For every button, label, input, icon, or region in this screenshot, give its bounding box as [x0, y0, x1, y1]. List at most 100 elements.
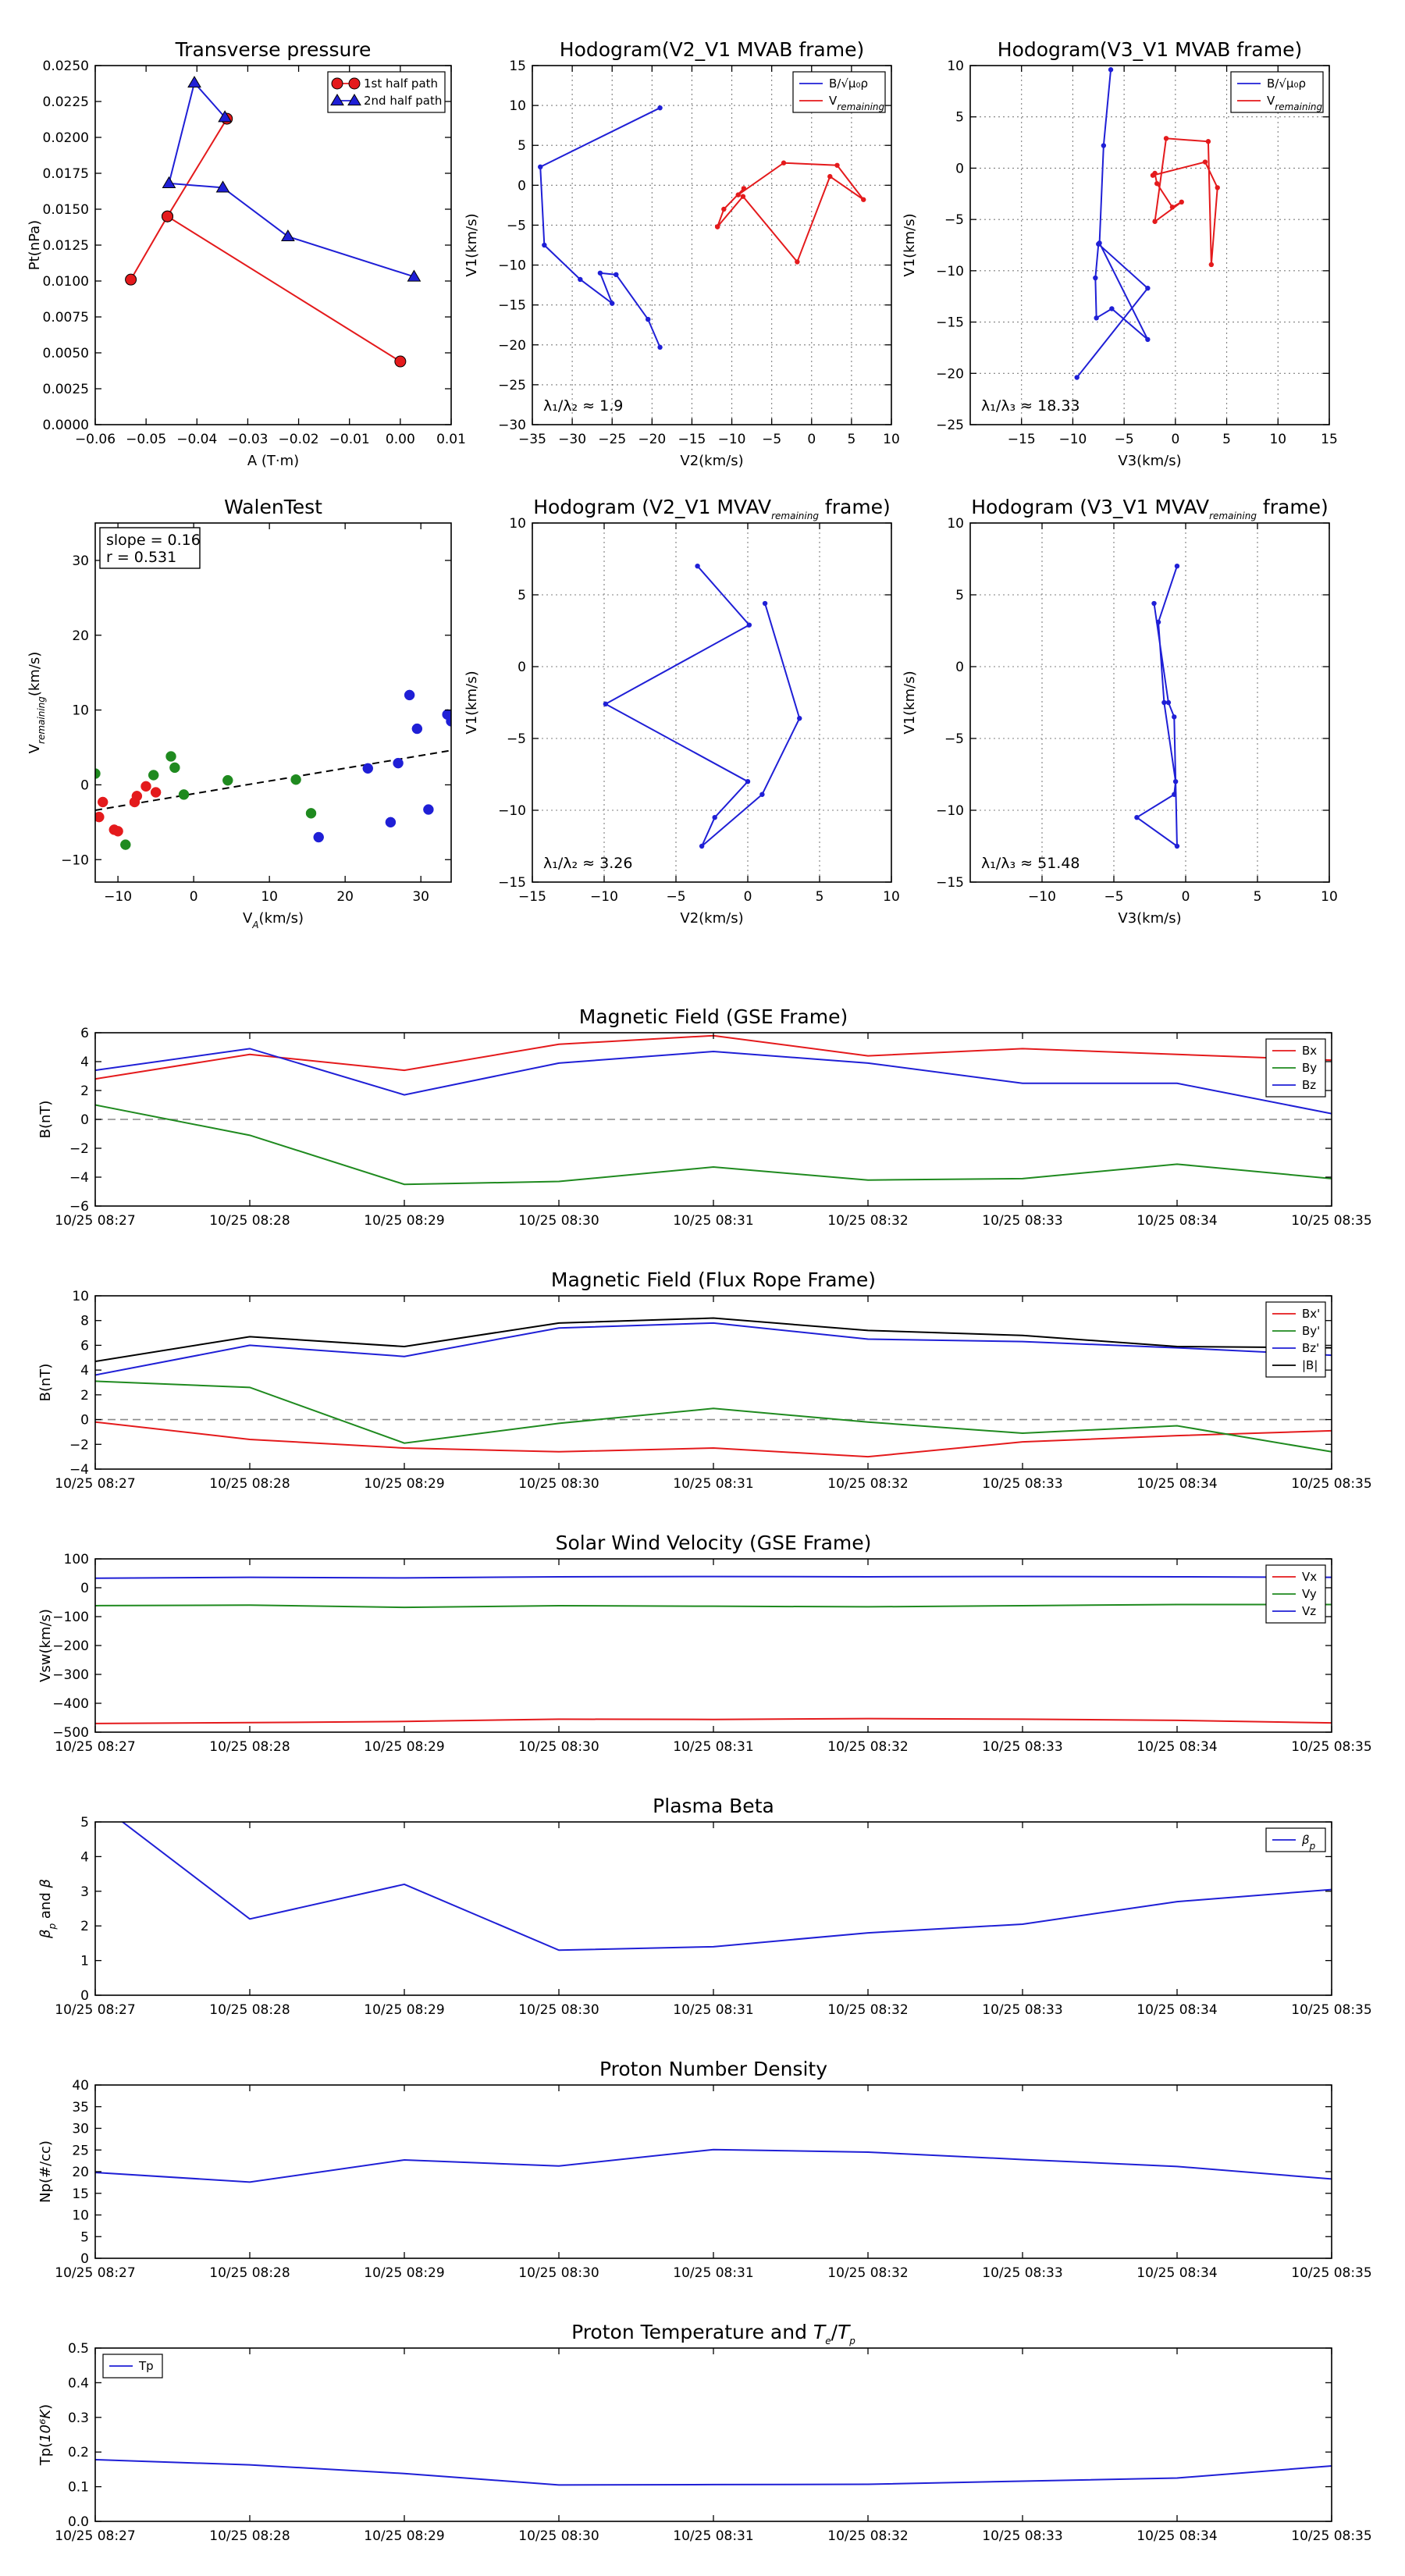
y-tick-label: 30 — [72, 553, 89, 569]
series-line — [95, 1380, 1332, 1453]
legend-marker — [348, 77, 361, 90]
y-tick-label: 15 — [72, 2186, 89, 2202]
data-point — [781, 160, 787, 165]
y-tick-label: 0.1 — [68, 2480, 89, 2496]
series-0 — [603, 564, 802, 849]
data-point — [1155, 619, 1161, 625]
plot-frame — [532, 522, 892, 883]
y-tick-label: 0.0200 — [43, 130, 89, 146]
y-tick-label: −4 — [69, 1170, 89, 1186]
y-tick-label: 5 — [518, 138, 526, 154]
y-tick-label: −2 — [69, 1141, 89, 1157]
x-tick-label: −10 — [718, 432, 746, 447]
plot-frame — [94, 2347, 1332, 2522]
x-tick-label: 10/25 08:28 — [209, 1213, 290, 1229]
y-tick-label: 0 — [80, 1581, 89, 1596]
data-point — [603, 701, 609, 707]
y-axis-label: B(nT) — [37, 1364, 54, 1402]
series-0 — [95, 781, 162, 837]
legend-label: B/√μ₀ρ — [1267, 76, 1306, 91]
x-tick-label: 10/25 08:27 — [55, 2002, 135, 2018]
data-point — [95, 768, 101, 779]
y-tick-label: 6 — [80, 1026, 89, 1041]
data-point — [714, 224, 720, 229]
x-tick-label: 0.00 — [386, 432, 415, 447]
x-tick-label: 10/25 08:29 — [364, 1213, 444, 1229]
data-point — [578, 276, 583, 283]
y-tick-label: 5 — [80, 1815, 89, 1831]
eigen-ratio: λ₁/λ₂ ≈ 3.26 — [543, 855, 632, 872]
data-point — [834, 162, 840, 168]
x-tick-label: 10/25 08:29 — [364, 1739, 444, 1755]
x-tick-label: −10 — [104, 889, 132, 905]
data-point — [695, 564, 700, 569]
plot-frame — [94, 1558, 1332, 1733]
legend: Tp — [102, 2354, 163, 2379]
series-p — [121, 1822, 1332, 1952]
legend-label: Vy — [1302, 1587, 1317, 1601]
y-tick-label: 0.2 — [68, 2445, 89, 2460]
y-tick-label: −5 — [944, 212, 964, 228]
plot-frame — [532, 65, 892, 425]
data-point — [112, 826, 123, 837]
fit-stats: slope = 0.16r = 0.531 — [99, 527, 201, 569]
series-line — [121, 1822, 1332, 1952]
data-point — [614, 272, 619, 278]
chart-h2: −15 −10 −5 0 5 10 15 −25 −20 −15 −10 −5 0 5 10 Hodogram… — [902, 38, 1338, 469]
y-tick-label: 0.0175 — [43, 166, 89, 182]
series-Vremaining — [714, 160, 866, 265]
y-tick-label: −20 — [498, 338, 526, 354]
series-2 — [313, 689, 451, 843]
y-tick-label: 0 — [955, 660, 964, 675]
chart-beta: 10/25 08:27 10/25 08:28 10/25 08:29 10/25 0… — [37, 1795, 1372, 2018]
x-tick-label: −10 — [590, 889, 618, 905]
y-tick-label: −5 — [944, 731, 964, 747]
data-point — [218, 110, 232, 123]
data-point — [699, 843, 705, 849]
data-point — [795, 259, 800, 265]
x-axis-label: A (T·m) — [247, 453, 299, 469]
data-point — [305, 808, 317, 819]
x-tick-label: 10/25 08:35 — [1291, 1213, 1371, 1229]
data-point — [97, 796, 108, 808]
y-tick-label: 0 — [518, 660, 526, 675]
legend: 1st half path 2nd half path — [327, 71, 446, 113]
x-tick-label: 10/25 08:35 — [1291, 1476, 1371, 1492]
data-point — [222, 774, 233, 786]
y-tick-label: 0 — [80, 1413, 89, 1429]
data-point — [362, 763, 374, 774]
y-tick-label: 0 — [80, 2251, 89, 2267]
data-point — [646, 316, 651, 322]
data-point — [281, 229, 295, 242]
series-1 — [95, 751, 317, 850]
data-point — [1174, 843, 1180, 849]
x-tick-label: −5 — [762, 432, 781, 447]
series-line — [717, 162, 865, 264]
x-tick-label: 10/25 08:27 — [55, 2265, 135, 2281]
y-tick-label: −300 — [52, 1667, 89, 1683]
y-tick-label: 4 — [80, 1055, 89, 1070]
y-tick-label: −10 — [498, 803, 526, 819]
x-tick-label: 10/25 08:33 — [982, 2002, 1062, 2018]
y-tick-label: −25 — [498, 378, 526, 393]
legend-label: 2nd half path — [364, 94, 442, 108]
x-tick-label: 0 — [744, 889, 752, 905]
y-tick-label: −10 — [498, 258, 526, 274]
legend-label: Vx — [1302, 1570, 1317, 1584]
x-tick-label: 10/25 08:30 — [518, 2528, 599, 2544]
series-line — [130, 118, 401, 362]
series-Vz — [95, 1575, 1332, 1579]
chart-title: Solar Wind Velocity (GSE Frame) — [556, 1532, 872, 1554]
x-tick-label: 10/25 08:27 — [55, 1739, 135, 1755]
x-tick-label: −20 — [638, 432, 666, 447]
data-point — [1208, 262, 1215, 268]
plot-area — [95, 689, 451, 850]
x-tick-label: 10/25 08:34 — [1136, 2002, 1217, 2018]
data-point — [129, 796, 140, 808]
x-tick-label: 10/25 08:27 — [55, 1213, 135, 1229]
x-tick-label: 10/25 08:32 — [827, 1213, 908, 1229]
x-tick-label: 10 — [883, 432, 900, 447]
series-line — [95, 1575, 1332, 1579]
legend: Bx By Bz — [1265, 1038, 1326, 1098]
x-tick-label: 10/25 08:29 — [364, 2265, 444, 2281]
